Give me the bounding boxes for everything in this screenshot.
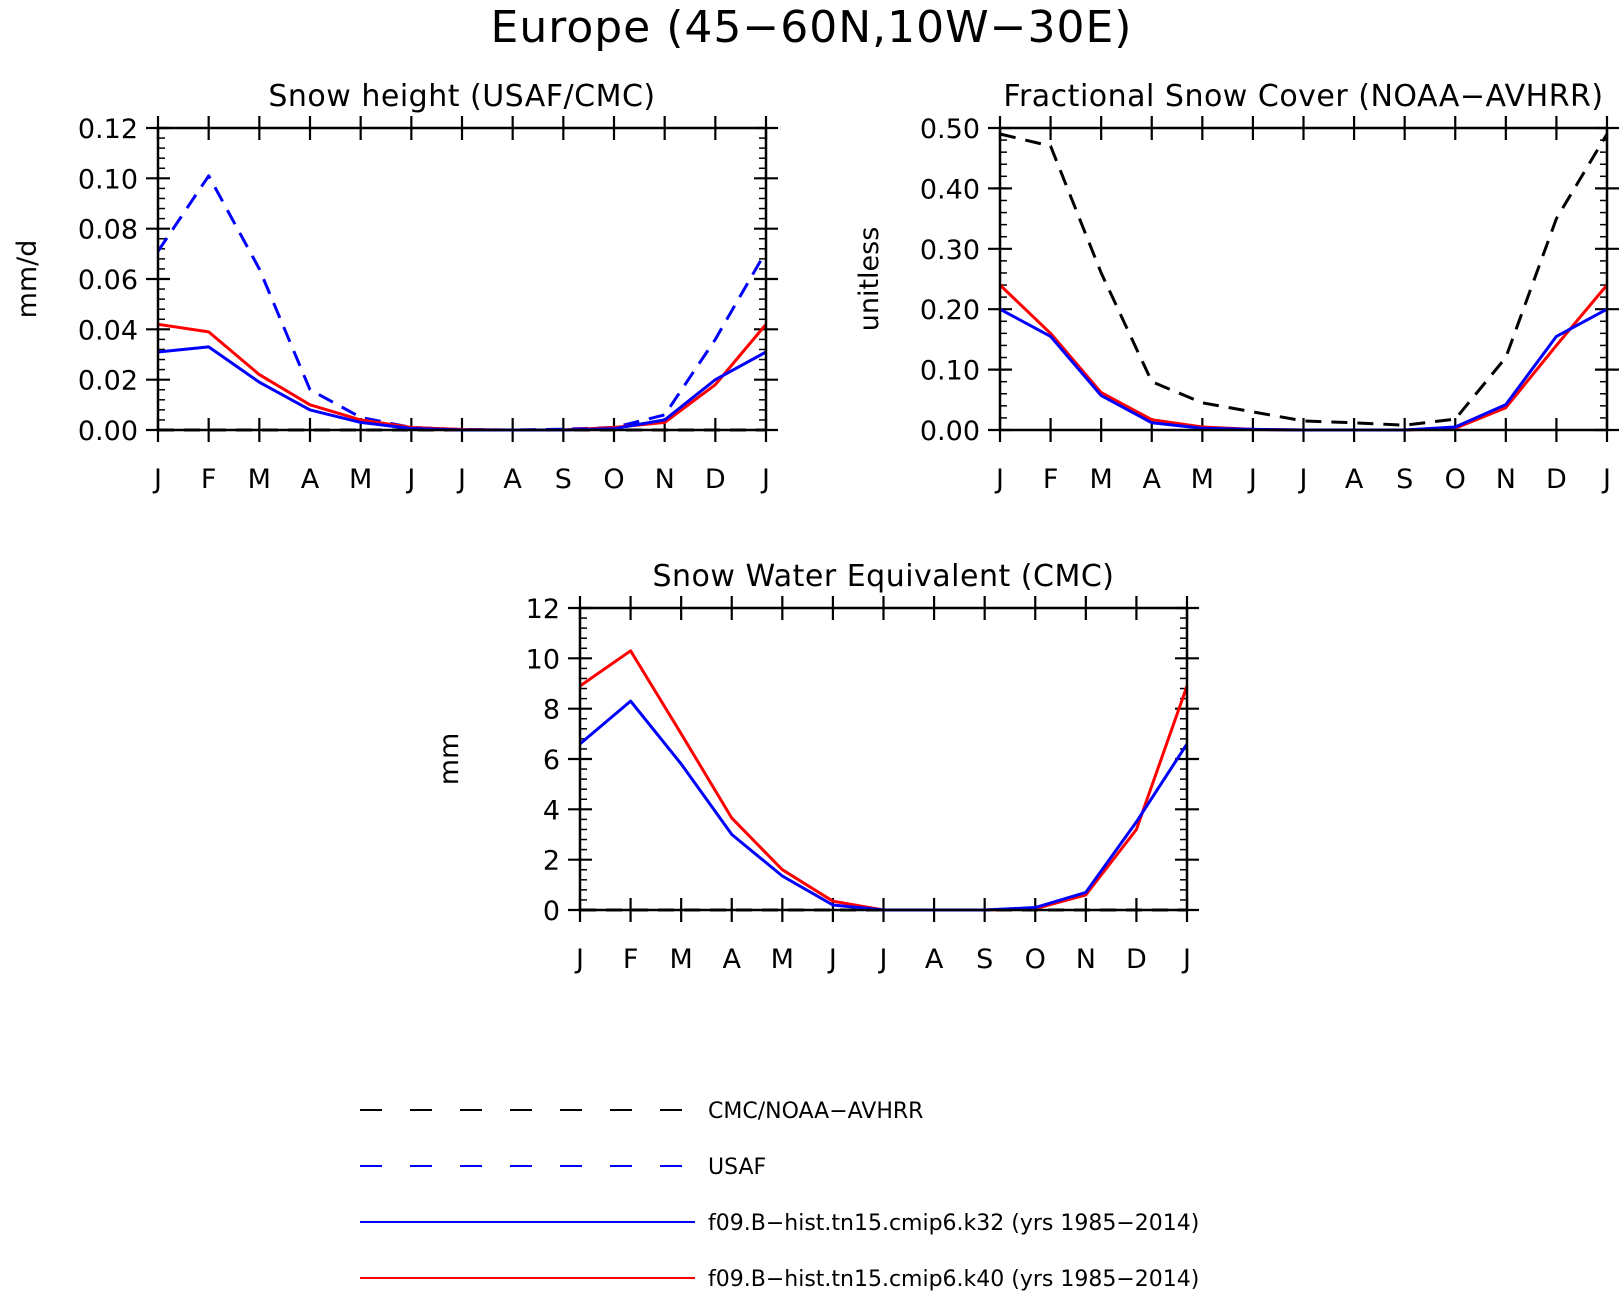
x-tick-label: F <box>1043 464 1059 495</box>
x-tick-label: S <box>976 944 993 975</box>
x-tick-label: O <box>1025 944 1046 975</box>
x-tick-label: M <box>1191 464 1214 495</box>
x-tick-label: M <box>349 464 372 495</box>
series-line-k40 <box>998 283 1609 432</box>
legend-label-obs: CMC/NOAA−AVHRR <box>708 1099 923 1124</box>
plot-frame <box>998 126 1609 432</box>
plot-area: 0.000.100.200.300.400.50J F M A M J J A S O N D J <box>920 114 1619 495</box>
y-tick-label: 0.08 <box>78 215 138 246</box>
y-tick-label: 0.02 <box>78 366 138 397</box>
x-tick-label: J <box>152 464 162 495</box>
x-tick-label: O <box>1445 464 1466 495</box>
x-tick-label: F <box>623 944 639 975</box>
plot-frame <box>578 606 1189 912</box>
y-tick-label: 0 <box>543 896 560 927</box>
y-tick-label: 8 <box>543 695 560 726</box>
x-tick-label: N <box>655 464 675 495</box>
x-tick-label: J <box>1247 464 1257 495</box>
x-tick-label: J <box>1601 464 1611 495</box>
y-tick-label: 0.10 <box>920 356 980 387</box>
x-tick-label: N <box>1496 464 1516 495</box>
x-tick-label: N <box>1076 944 1096 975</box>
x-tick-label: J <box>760 464 770 495</box>
x-tick-label: J <box>1298 464 1308 495</box>
x-tick-label: A <box>1345 464 1364 495</box>
legend-label-usaf: USAF <box>708 1155 766 1180</box>
x-tick-label: J <box>574 944 584 975</box>
x-tick-label: J <box>1181 944 1191 975</box>
x-tick-label: A <box>503 464 522 495</box>
y-tick-label: 6 <box>543 745 560 776</box>
y-tick-label: 0.04 <box>78 315 138 346</box>
x-tick-label: M <box>1090 464 1113 495</box>
y-tick-label: 0.12 <box>78 114 138 145</box>
series-line-obs <box>999 132 1609 427</box>
y-axis-label: mm <box>434 733 465 786</box>
y-tick-label: 0.10 <box>78 164 138 195</box>
x-tick-label: M <box>771 944 794 975</box>
figure-title: Europe (45−60N,10W−30E) <box>490 2 1133 53</box>
y-tick-label: 0.00 <box>920 416 980 447</box>
plot-area: 0.000.020.040.060.080.100.12J F M A M J J A S O N D… <box>78 114 778 495</box>
x-tick-label: J <box>994 464 1004 495</box>
y-axis-label: mm/d <box>12 240 43 319</box>
y-tick-label: 4 <box>543 795 560 826</box>
series-line-usaf <box>156 174 768 432</box>
x-tick-label: D <box>705 464 726 495</box>
x-tick-label: M <box>248 464 271 495</box>
y-tick-label: 10 <box>526 644 560 675</box>
chart-title: Fractional Snow Cover (NOAA−AVHRR) <box>1003 79 1603 114</box>
chart-snow-cover: 0.000.100.200.300.400.50J F M A M J J A S O N D JFra… <box>854 79 1619 495</box>
x-tick-label: J <box>878 944 888 975</box>
series-line-k40 <box>157 322 768 432</box>
series-line-k32 <box>579 699 1189 912</box>
chart-title: Snow Water Equivalent (CMC) <box>653 559 1115 594</box>
x-tick-label: D <box>1126 944 1147 975</box>
x-tick-label: A <box>301 464 320 495</box>
y-axis-label: unitless <box>854 227 885 332</box>
y-tick-label: 0.40 <box>920 174 980 205</box>
x-tick-label: A <box>723 944 742 975</box>
y-tick-label: 0.50 <box>920 114 980 145</box>
x-tick-label: M <box>670 944 693 975</box>
x-tick-label: J <box>456 464 466 495</box>
x-tick-label: F <box>201 464 217 495</box>
x-tick-label: D <box>1546 464 1567 495</box>
series-line-k32 <box>157 345 767 432</box>
x-tick-label: A <box>925 944 944 975</box>
x-tick-label: O <box>603 464 624 495</box>
legend: CMC/NOAA−AVHRR USAF f09.B−hist.tn15.cmip6.… <box>360 1099 1199 1292</box>
legend-label-k32: f09.B−hist.tn15.cmip6.k32 (yrs 1985−2014… <box>708 1211 1199 1236</box>
x-tick-label: S <box>555 464 572 495</box>
x-tick-label: J <box>405 464 415 495</box>
y-tick-label: 0.00 <box>78 416 138 447</box>
y-tick-label: 0.30 <box>920 235 980 266</box>
x-tick-label: J <box>827 944 837 975</box>
legend-label-k40: f09.B−hist.tn15.cmip6.k40 (yrs 1985−2014… <box>708 1267 1199 1292</box>
y-tick-label: 2 <box>543 846 560 877</box>
x-tick-label: S <box>1396 464 1413 495</box>
plot-frame <box>156 126 768 432</box>
chart-snow-height: 0.000.020.040.060.080.100.12J F M A M J J A S O N D… <box>12 79 778 495</box>
y-tick-label: 12 <box>526 594 560 625</box>
y-tick-label: 0.20 <box>920 295 980 326</box>
x-tick-label: A <box>1143 464 1162 495</box>
series-line-k40 <box>579 649 1189 912</box>
chart-title: Snow height (USAF/CMC) <box>268 79 655 114</box>
y-tick-label: 0.06 <box>78 265 138 296</box>
